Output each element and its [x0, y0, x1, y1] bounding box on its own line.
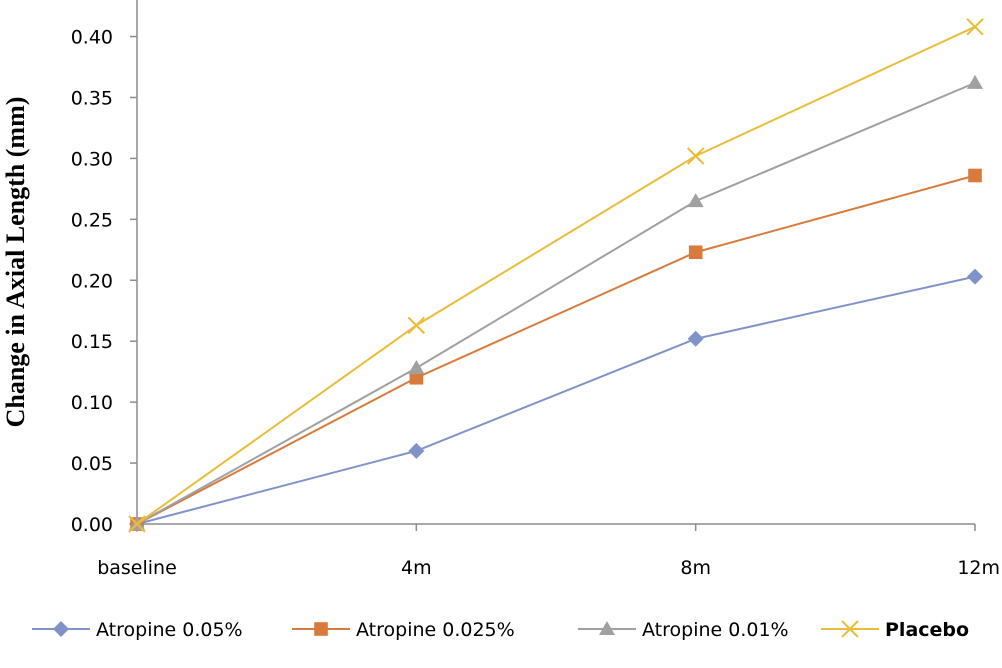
legend-marker — [314, 622, 328, 636]
x-axis-ticks: baseline 4m 8m 12m — [97, 524, 1000, 579]
y-tick-label: 0.40 — [71, 27, 113, 49]
data-point — [967, 74, 983, 89]
y-tick-label: 0.10 — [71, 392, 113, 414]
data-point — [966, 18, 984, 36]
series-group — [128, 18, 984, 533]
series-1 — [129, 268, 983, 532]
legend: Atropine 0.05% Atropine 0.025% Atropine 0.… — [32, 619, 969, 641]
x-tick-label: 4m — [401, 557, 432, 579]
data-point — [686, 147, 705, 165]
legend-item: Atropine 0.01% — [578, 619, 789, 641]
legend-label: Atropine 0.05% — [96, 619, 243, 641]
series-3 — [129, 74, 983, 530]
data-point — [967, 268, 983, 285]
series-4 — [128, 18, 984, 533]
y-axis-ticks: 0.00 0.05 0.10 0.15 0.20 0.25 0.30 0.35 0.40 — [71, 27, 137, 536]
x-tick-label: 12m — [957, 557, 1000, 579]
y-tick-label: 0.30 — [71, 148, 113, 170]
y-axis-label: Change in Axial Length (mm) — [1, 97, 30, 428]
series-line — [136, 25, 976, 525]
legend-item: Atropine 0.05% — [32, 619, 243, 641]
data-point — [407, 316, 426, 335]
y-tick-label: 0.05 — [71, 453, 113, 475]
legend-label: Placebo — [885, 619, 969, 641]
y-tick-label: 0.15 — [71, 331, 113, 353]
legend-label: Atropine 0.01% — [642, 619, 789, 641]
data-point — [409, 370, 424, 385]
legend-marker — [599, 621, 615, 635]
data-point — [687, 330, 704, 347]
series-2 — [130, 168, 982, 531]
series-line — [136, 174, 976, 525]
data-point — [128, 515, 146, 533]
series-line — [136, 81, 976, 525]
data-point — [688, 245, 703, 260]
y-tick-label: 0.25 — [71, 209, 113, 231]
y-tick-label: 0.00 — [71, 514, 113, 536]
data-point — [687, 193, 704, 208]
data-point — [408, 360, 425, 375]
legend-marker — [841, 620, 859, 638]
data-point — [408, 442, 425, 459]
legend-label: Atropine 0.025% — [356, 619, 515, 641]
x-tick-label: baseline — [97, 557, 177, 579]
data-point — [968, 168, 982, 183]
y-tick-label: 0.35 — [71, 87, 113, 109]
y-tick-label: 0.20 — [71, 270, 113, 292]
legend-marker — [53, 621, 69, 637]
x-tick-label: 8m — [680, 557, 711, 579]
legend-item: Atropine 0.025% — [292, 619, 515, 641]
axes — [136, 0, 975, 525]
legend-item: Placebo — [821, 619, 969, 641]
series-line — [136, 275, 976, 525]
